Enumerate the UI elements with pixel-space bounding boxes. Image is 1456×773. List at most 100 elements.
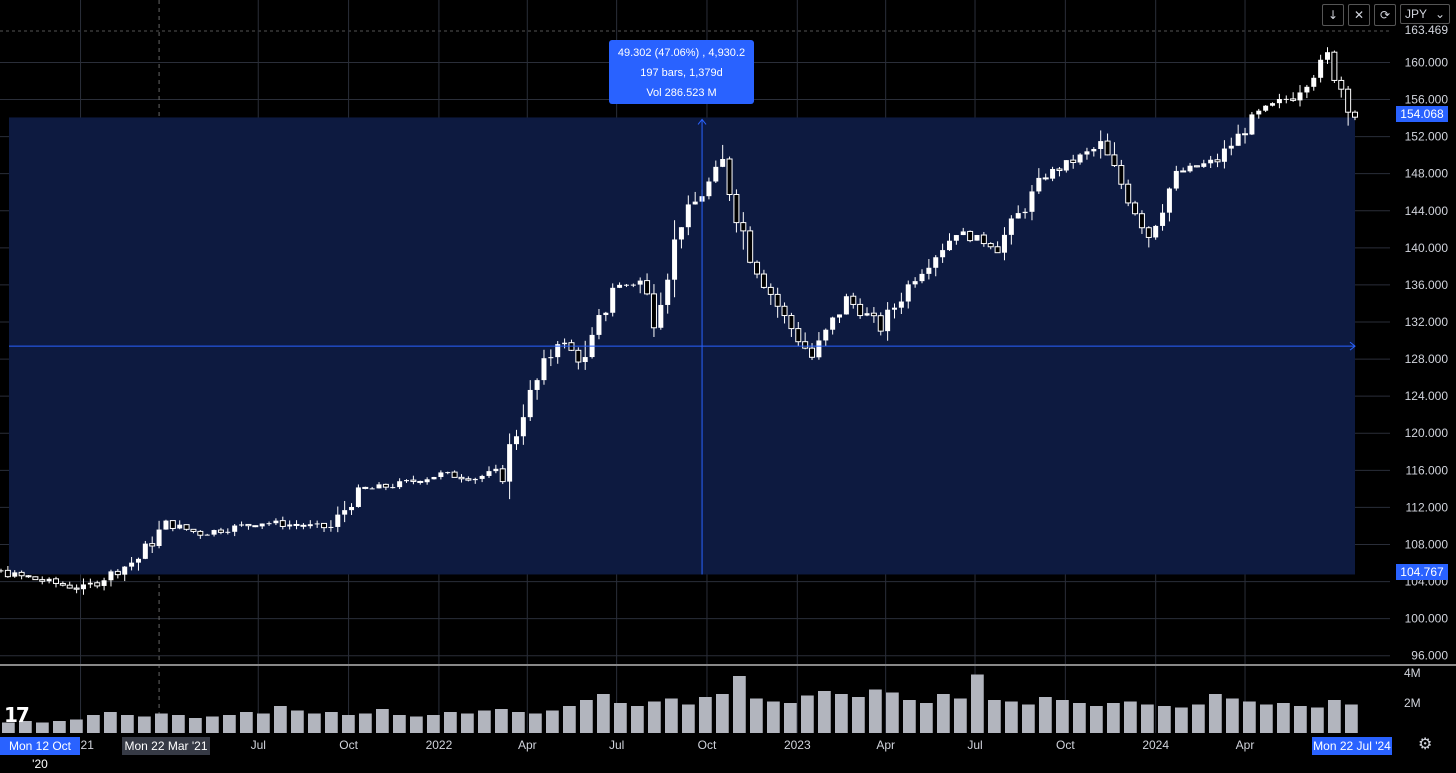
- volume-bar: [155, 713, 168, 733]
- candle: [1153, 224, 1159, 240]
- candle: [678, 227, 684, 249]
- candle: [713, 160, 719, 184]
- candle-body-down: [300, 524, 307, 527]
- candle: [919, 269, 925, 284]
- candle-body-down: [726, 158, 733, 195]
- volume-bar: [427, 715, 440, 733]
- candle: [960, 227, 966, 236]
- currency-label: JPY: [1405, 7, 1428, 21]
- candle: [527, 380, 533, 421]
- candle: [4, 566, 11, 578]
- candle-body-up: [101, 580, 107, 586]
- volume-bar: [1277, 703, 1290, 733]
- chevron-down-icon: ⌄: [1434, 7, 1445, 21]
- candle: [946, 233, 952, 251]
- refresh-icon[interactable]: ⟳: [1374, 4, 1396, 26]
- volume-bar: [750, 698, 763, 733]
- volume-bar: [971, 674, 984, 733]
- candle-body-up: [493, 468, 499, 472]
- volume-bar: [648, 701, 661, 733]
- candle: [630, 283, 636, 288]
- candle: [1201, 159, 1207, 168]
- candle: [1214, 153, 1221, 168]
- candle: [1132, 200, 1139, 216]
- candle-body-up: [1036, 177, 1042, 192]
- candle: [1098, 130, 1104, 159]
- volume-bar: [1158, 706, 1171, 733]
- volume-bar: [1056, 700, 1069, 733]
- candle-body-up: [129, 562, 135, 567]
- candle: [740, 212, 747, 250]
- candle: [87, 578, 93, 589]
- candle-body-up: [156, 529, 162, 546]
- candle-body-down: [781, 305, 788, 317]
- candle-body-down: [4, 569, 11, 578]
- candle: [1036, 168, 1042, 194]
- candle-body-up: [541, 358, 547, 381]
- volume-bar: [274, 706, 287, 733]
- candle-body-up: [1029, 191, 1035, 212]
- candle: [926, 259, 932, 280]
- candle: [1283, 95, 1289, 104]
- collapse-icon[interactable]: ✕: [1348, 4, 1370, 26]
- candle: [293, 520, 300, 530]
- candle-body-up: [905, 284, 911, 302]
- candle-body-down: [1042, 177, 1049, 180]
- candle-body-down: [788, 315, 795, 330]
- currency-selector[interactable]: JPY ⌄: [1400, 4, 1450, 24]
- candle: [438, 470, 444, 480]
- candle: [225, 528, 231, 535]
- candle: [12, 570, 18, 578]
- candle-body-up: [706, 181, 712, 197]
- volume-bar: [546, 710, 559, 733]
- candle: [1235, 124, 1241, 146]
- candle-body-down: [809, 347, 816, 358]
- candle-body-down: [32, 576, 39, 581]
- candle-body-up: [266, 523, 272, 525]
- time-axis[interactable]: 2021 Jul Oct 2022 Apr Jul Oct 2023 Apr Jul Oct 2024…: [67, 738, 1254, 752]
- candle: [898, 292, 904, 315]
- candle-body-up: [534, 380, 540, 390]
- candle: [177, 520, 183, 530]
- candle-body-up: [335, 514, 341, 527]
- candle: [1145, 226, 1152, 248]
- candle: [767, 283, 774, 305]
- candle-body-down: [650, 293, 657, 329]
- candle-body-up: [12, 572, 18, 577]
- candle-body-down: [59, 582, 66, 586]
- volume-bar: [699, 697, 712, 733]
- volume-bar: [988, 700, 1001, 733]
- candle-body-down: [870, 312, 877, 317]
- candle-body-up: [1311, 77, 1317, 87]
- candle-body-up: [479, 475, 485, 479]
- candle-body-up: [1063, 160, 1069, 171]
- candle-body-down: [760, 273, 767, 288]
- candle-body-up: [974, 235, 980, 241]
- candle: [720, 144, 726, 168]
- candle: [1270, 102, 1276, 107]
- candle: [486, 466, 492, 478]
- volume-bar: [257, 713, 270, 733]
- volume-bar: [1073, 703, 1086, 733]
- candle-body-up: [933, 257, 939, 268]
- volume-bar: [631, 706, 644, 733]
- candle: [1318, 54, 1324, 83]
- candle: [912, 277, 918, 288]
- candle-body-down: [197, 530, 204, 536]
- candle: [953, 234, 959, 245]
- candle: [1228, 137, 1234, 156]
- candle: [1029, 185, 1035, 221]
- candle: [575, 347, 582, 370]
- gear-icon[interactable]: ⚙: [1418, 734, 1433, 753]
- candle-body-down: [754, 261, 761, 275]
- price-axis[interactable]: 96.000100.000104.000108.000112.000116.00…: [1405, 23, 1449, 663]
- candle-body-down: [850, 295, 857, 305]
- candle: [650, 284, 657, 337]
- candle-body-up: [555, 344, 561, 358]
- candle: [692, 191, 698, 205]
- candle: [59, 581, 66, 587]
- download-icon[interactable]: ↓: [1322, 4, 1344, 26]
- price-tick-label: 124.000: [1405, 389, 1449, 403]
- candle: [760, 269, 767, 289]
